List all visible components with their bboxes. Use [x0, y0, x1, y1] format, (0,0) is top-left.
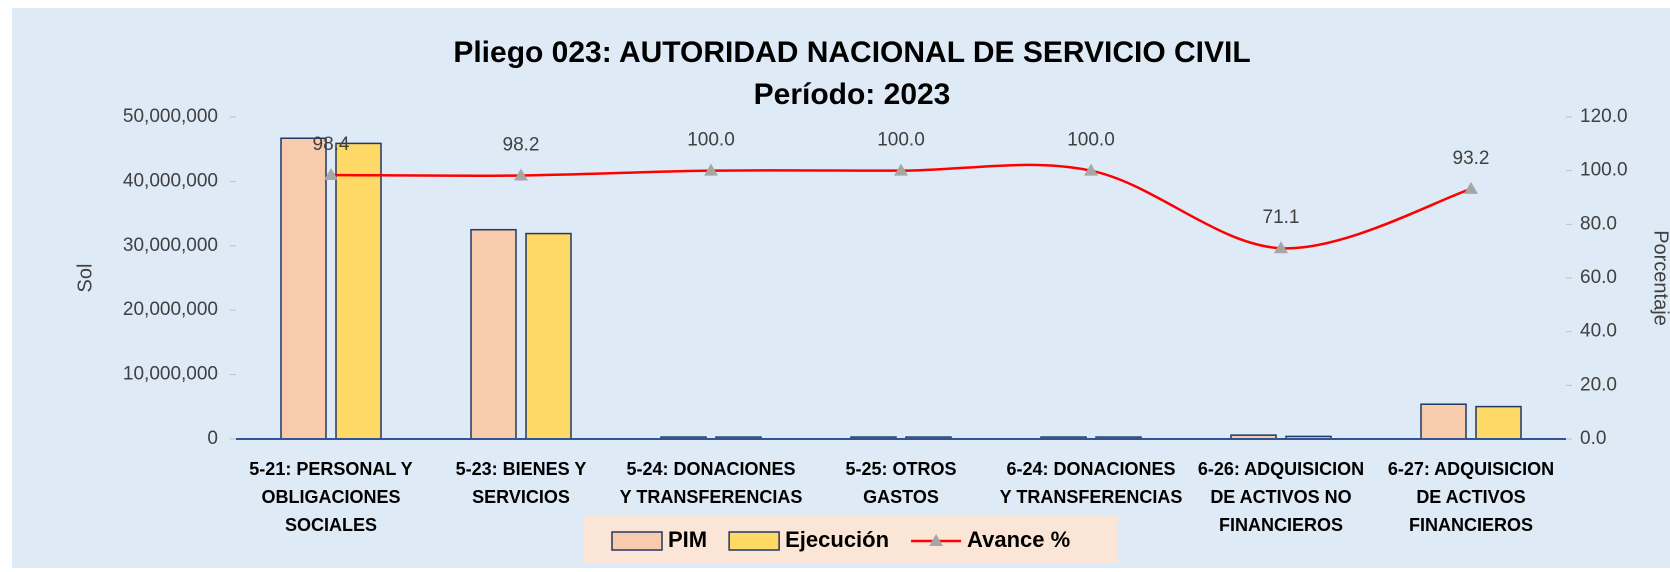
y-axis-label: Sol [74, 264, 96, 293]
chart-subtitle: Período: 2023 [754, 78, 951, 111]
legend-label: Avance % [967, 527, 1070, 552]
x-tick-label: 5-25: OTROS GASTOS [845, 459, 956, 507]
y2-tick-label: 60.0 [1580, 267, 1617, 288]
data-label: 93.2 [1453, 148, 1490, 169]
legend-label: Ejecución [785, 527, 889, 552]
marker [1464, 181, 1478, 194]
x-tick-label: 6-24: DONACIONES Y TRANSFERENCIAS [1000, 459, 1183, 507]
data-label: 100.0 [1067, 130, 1115, 151]
data-label: 98.4 [313, 134, 350, 155]
data-label: 100.0 [687, 130, 735, 151]
marker [514, 168, 528, 181]
x-tick-label: 6-27: ADQUISICION DE ACTIVOS FINANCIEROS [1388, 459, 1554, 535]
marker [324, 167, 338, 180]
legend-box [584, 516, 1118, 564]
y-tick-label: 10,000,000 [123, 364, 218, 385]
y-tick-label: 30,000,000 [123, 235, 218, 256]
data-label: 100.0 [877, 130, 925, 151]
marker [704, 163, 718, 176]
chart-title: Pliego 023: AUTORIDAD NACIONAL DE SERVIC… [453, 36, 1250, 69]
y-tick-label: 40,000,000 [123, 170, 218, 191]
bar [470, 228, 517, 440]
marker [1274, 241, 1288, 254]
y2-tick-label: 100.0 [1580, 160, 1628, 181]
y2-tick-label: 120.0 [1580, 106, 1628, 127]
x-tick-label: 5-23: BIENES Y SERVICIOS [456, 459, 587, 507]
y2-axis-label: Porcentaje [1650, 230, 1670, 326]
x-tick-label: 6-26: ADQUISICION DE ACTIVOS NO FINANCIERO… [1198, 459, 1364, 535]
y-tick-label: 20,000,000 [123, 299, 218, 320]
y-tick-label: 50,000,000 [123, 106, 218, 127]
legend-swatch [728, 531, 780, 551]
legend-label: PIM [668, 527, 707, 552]
marker [894, 163, 908, 176]
bar [1420, 403, 1467, 440]
bar [1475, 405, 1522, 440]
y2-tick-label: 20.0 [1580, 374, 1617, 395]
data-label: 98.2 [503, 135, 540, 156]
y2-tick-label: 0.0 [1580, 428, 1606, 449]
bar [335, 142, 382, 440]
y2-tick-label: 80.0 [1580, 213, 1617, 234]
bar [280, 137, 327, 440]
legend-swatch [611, 531, 663, 551]
x-tick-label: 5-21: PERSONAL Y OBLIGACIONES SOCIALES [249, 459, 412, 535]
y2-tick-label: 40.0 [1580, 321, 1617, 342]
x-tick-label: 5-24: DONACIONES Y TRANSFERENCIAS [620, 459, 803, 507]
data-label: 71.1 [1263, 207, 1300, 228]
bar [525, 232, 572, 440]
y-tick-label: 0 [207, 428, 218, 449]
marker [1084, 163, 1098, 176]
legend-marker [929, 534, 944, 546]
